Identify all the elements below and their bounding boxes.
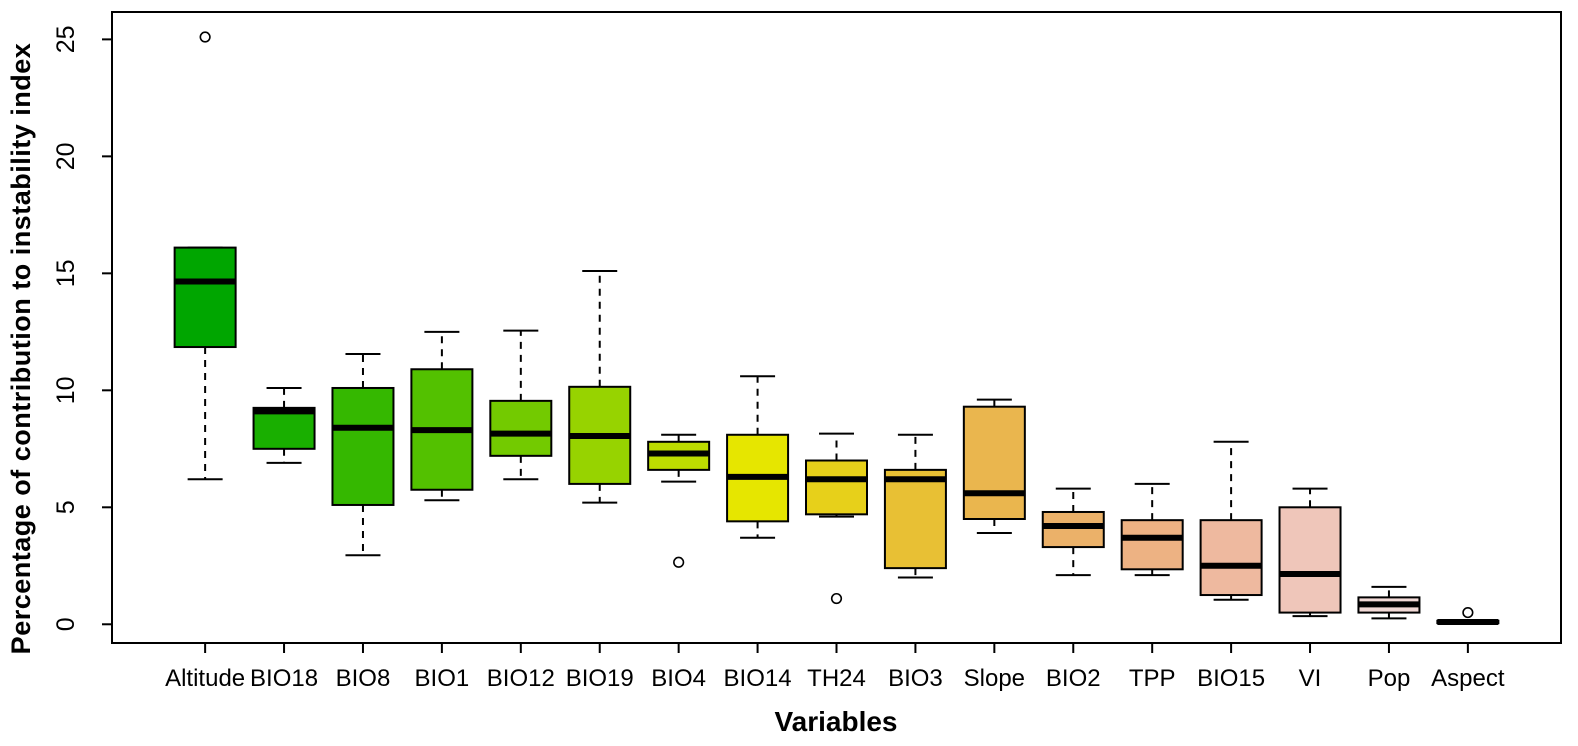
x-axis-title: Variables — [774, 706, 898, 737]
box-TH24 — [805, 459, 868, 516]
box-BIO15 — [1199, 519, 1263, 597]
x-tick-label: BIO15 — [1197, 665, 1265, 692]
y-axis-title: Percentage of contribution to instabilit… — [6, 42, 36, 655]
x-tick-label: Pop — [1368, 665, 1411, 692]
x-tick-label: BIO8 — [336, 665, 391, 692]
x-tick-label: BIO4 — [651, 665, 706, 692]
x-tick-label: TH24 — [807, 665, 866, 692]
y-tick-label: 15 — [52, 259, 80, 287]
box-Altitude — [173, 246, 237, 349]
outlier-TH24 — [830, 592, 843, 605]
x-tick-label: BIO18 — [250, 665, 318, 692]
y-tick-label: 20 — [52, 142, 80, 170]
plot-frame — [111, 11, 1562, 644]
box-BIO8 — [331, 386, 395, 506]
x-tick-label: BIO14 — [724, 665, 792, 692]
box-BIO18 — [252, 406, 316, 450]
box-BIO3 — [883, 468, 947, 570]
x-tick-label: BIO2 — [1046, 665, 1101, 692]
x-tick-label: Altitude — [165, 665, 245, 692]
box-BIO12 — [489, 399, 553, 457]
outlier-Aspect — [1462, 606, 1474, 619]
y-tick-label: 10 — [52, 376, 80, 404]
box-VI — [1278, 506, 1342, 614]
y-tick-label: 0 — [52, 617, 80, 631]
x-tick-label: Aspect — [1431, 665, 1505, 692]
y-tick-label: 25 — [52, 25, 80, 53]
x-tick-label: Slope — [964, 665, 1025, 692]
x-tick-label: BIO3 — [888, 665, 943, 692]
box-TPP — [1120, 519, 1184, 571]
outlier-BIO4 — [673, 556, 685, 568]
box-Slope — [962, 405, 1026, 520]
x-tick-label: BIO19 — [566, 665, 634, 692]
x-tick-label: BIO12 — [487, 665, 555, 692]
y-tick-label: 5 — [52, 500, 80, 514]
x-tick-label: TPP — [1129, 665, 1176, 692]
x-tick-label: VI — [1299, 665, 1322, 692]
x-tick-label: BIO1 — [415, 665, 470, 692]
outlier-Altitude — [199, 31, 211, 43]
box-BIO2 — [1041, 510, 1105, 549]
